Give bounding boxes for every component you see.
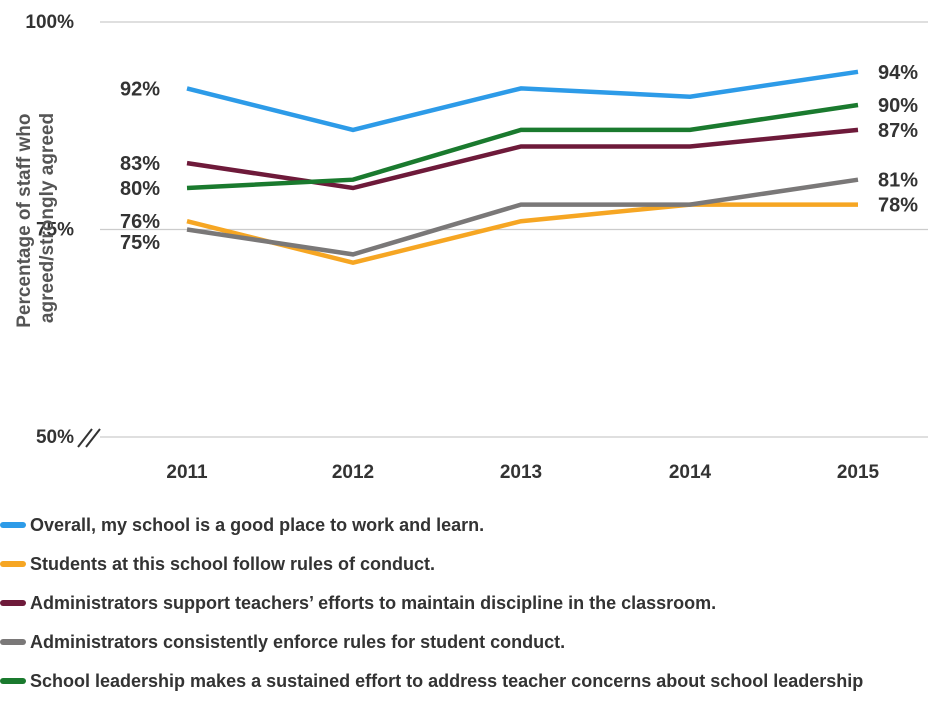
series-line-1 [186,69,859,133]
data-labels: 92% 83% 80% 76%75% 94% 90% 87% 81% 78% [120,62,918,254]
legend-swatch [0,522,26,528]
y-axis-title: Percentage of staff who agreed/strongly … [14,108,58,328]
y-tick-label: 100% [25,12,74,33]
legend-label: School leadership makes a sustained effo… [30,670,864,691]
gridlines [100,21,928,438]
series-line-4 [186,177,859,257]
start-value-label: 80% [120,178,160,200]
legend-swatch [0,678,26,684]
x-tick-label: 2012 [332,462,374,483]
series-line-5 [186,102,859,191]
line-chart: 100% 75% 50% 2011 2012 2013 2014 2015 92% 83% 80… [14,12,928,483]
y-tick-label: 50% [36,427,74,448]
end-value-label: 81% [878,170,918,192]
axis-break-icon [77,428,101,448]
end-value-label: 87% [878,120,918,142]
legend-swatch [0,561,26,567]
y-tick-labels: 100% 75% 50% [25,12,74,448]
end-value-label: 90% [878,95,918,117]
start-value-label: 83% [120,153,160,175]
legend-item: Overall, my school is a good place to wo… [0,510,484,540]
legend-label: Administrators consistently enforce rule… [30,631,566,652]
start-value-label: 92% [120,78,160,100]
x-tick-labels: 2011 2012 2013 2014 2015 [166,462,879,483]
legend-item: Students at this school follow rules of … [0,549,435,579]
legend-label: Administrators support teachers’ efforts… [30,592,717,613]
start-value-label: 76% [120,211,160,233]
series-line-3 [186,127,859,191]
series-line-2 [186,202,858,266]
end-value-label: 78% [878,195,918,217]
y-tick-label: 75% [36,220,74,241]
legend-item: Administrators support teachers’ efforts… [0,588,716,618]
legend-label: Students at this school follow rules of … [30,553,436,574]
x-tick-label: 2015 [837,462,880,483]
legend-swatch [0,600,26,606]
end-value-label: 94% [878,62,918,84]
legend-item: School leadership makes a sustained effo… [0,666,863,696]
x-tick-label: 2013 [500,462,542,483]
series-lines [186,69,859,266]
legend-label: Overall, my school is a good place to wo… [30,514,485,535]
x-tick-label: 2014 [669,462,712,483]
legend-item: Administrators consistently enforce rule… [0,627,565,657]
start-value-label: 75% [120,232,160,254]
legend-swatch [0,639,26,645]
x-tick-label: 2011 [166,462,208,483]
